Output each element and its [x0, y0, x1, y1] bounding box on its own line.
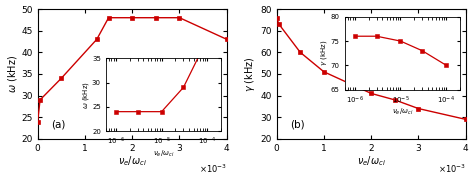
- Text: (a): (a): [51, 120, 65, 130]
- Y-axis label: $\gamma$ (kHz): $\gamma$ (kHz): [244, 56, 257, 92]
- Text: $\times10^{-3}$: $\times10^{-3}$: [199, 162, 227, 175]
- X-axis label: $\nu_e/\omega_{ci}$: $\nu_e/\omega_{ci}$: [118, 154, 147, 168]
- Y-axis label: $\omega$ (kHz): $\omega$ (kHz): [6, 55, 18, 93]
- X-axis label: $\nu_e/\omega_{ci}$: $\nu_e/\omega_{ci}$: [356, 154, 386, 168]
- Text: $\times10^{-3}$: $\times10^{-3}$: [438, 162, 465, 175]
- Text: (b): (b): [290, 120, 304, 130]
